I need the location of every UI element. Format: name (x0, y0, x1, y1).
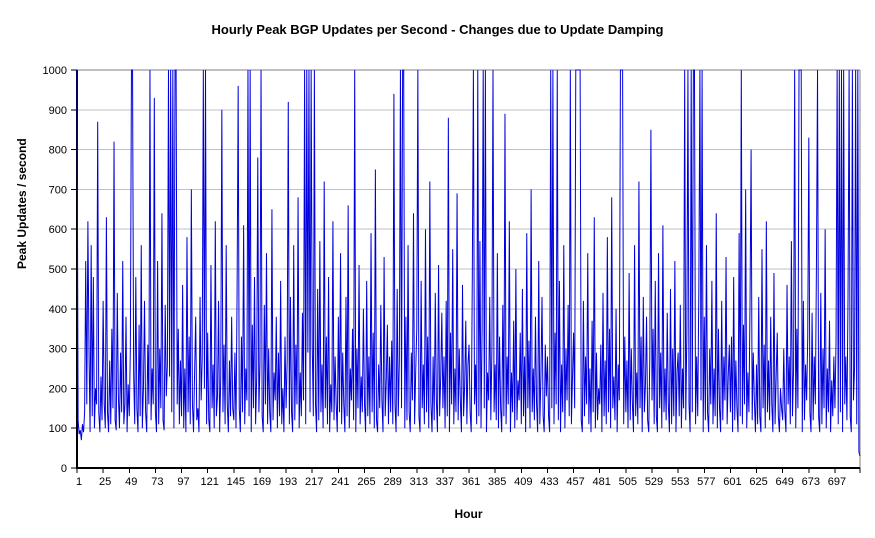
y-tick-label: 200 (49, 383, 67, 395)
x-tick-label: 145 (227, 476, 245, 488)
x-axis-title: Hour (454, 507, 483, 521)
x-tick-label: 49 (125, 476, 137, 488)
x-tick-label: 697 (828, 476, 846, 488)
x-tick-label: 73 (151, 476, 163, 488)
x-tick-label: 289 (383, 476, 401, 488)
x-tick-label: 577 (697, 476, 715, 488)
y-tick-label: 0 (61, 463, 67, 475)
x-tick-label: 121 (201, 476, 219, 488)
x-tick-label: 385 (488, 476, 506, 488)
x-tick-label: 409 (514, 476, 532, 488)
x-tick-label: 97 (177, 476, 189, 488)
x-tick-label: 169 (253, 476, 271, 488)
x-tick-label: 25 (99, 476, 111, 488)
y-tick-label: 100 (49, 423, 67, 435)
x-tick-label: 361 (462, 476, 480, 488)
chart-title: Hourly Peak BGP Updates per Second - Cha… (211, 22, 664, 37)
y-tick-label: 400 (49, 304, 67, 316)
y-tick-label: 800 (49, 145, 67, 157)
y-tick-label: 700 (49, 184, 67, 196)
x-tick-label: 433 (540, 476, 558, 488)
x-tick-label: 241 (331, 476, 349, 488)
x-tick-label: 457 (566, 476, 584, 488)
x-tick-label: 649 (776, 476, 794, 488)
x-tick-label: 1 (76, 476, 82, 488)
x-tick-label: 337 (436, 476, 454, 488)
x-tick-label: 529 (645, 476, 663, 488)
y-tick-label: 300 (49, 344, 67, 356)
x-tick-label: 217 (305, 476, 323, 488)
x-tick-label: 505 (619, 476, 637, 488)
x-tick-label: 193 (279, 476, 297, 488)
y-tick-label: 900 (49, 105, 67, 117)
x-tick-label: 625 (749, 476, 767, 488)
x-tick-label: 265 (357, 476, 375, 488)
y-tick-label: 1000 (43, 65, 67, 77)
data-series-line (76, 69, 861, 457)
x-tick-label: 673 (802, 476, 820, 488)
x-tick-label: 553 (671, 476, 689, 488)
x-tick-label: 601 (723, 476, 741, 488)
x-tick-label: 481 (593, 476, 611, 488)
x-tick-label: 313 (410, 476, 428, 488)
y-tick-label: 500 (49, 264, 67, 276)
y-tick-label: 600 (49, 224, 67, 236)
